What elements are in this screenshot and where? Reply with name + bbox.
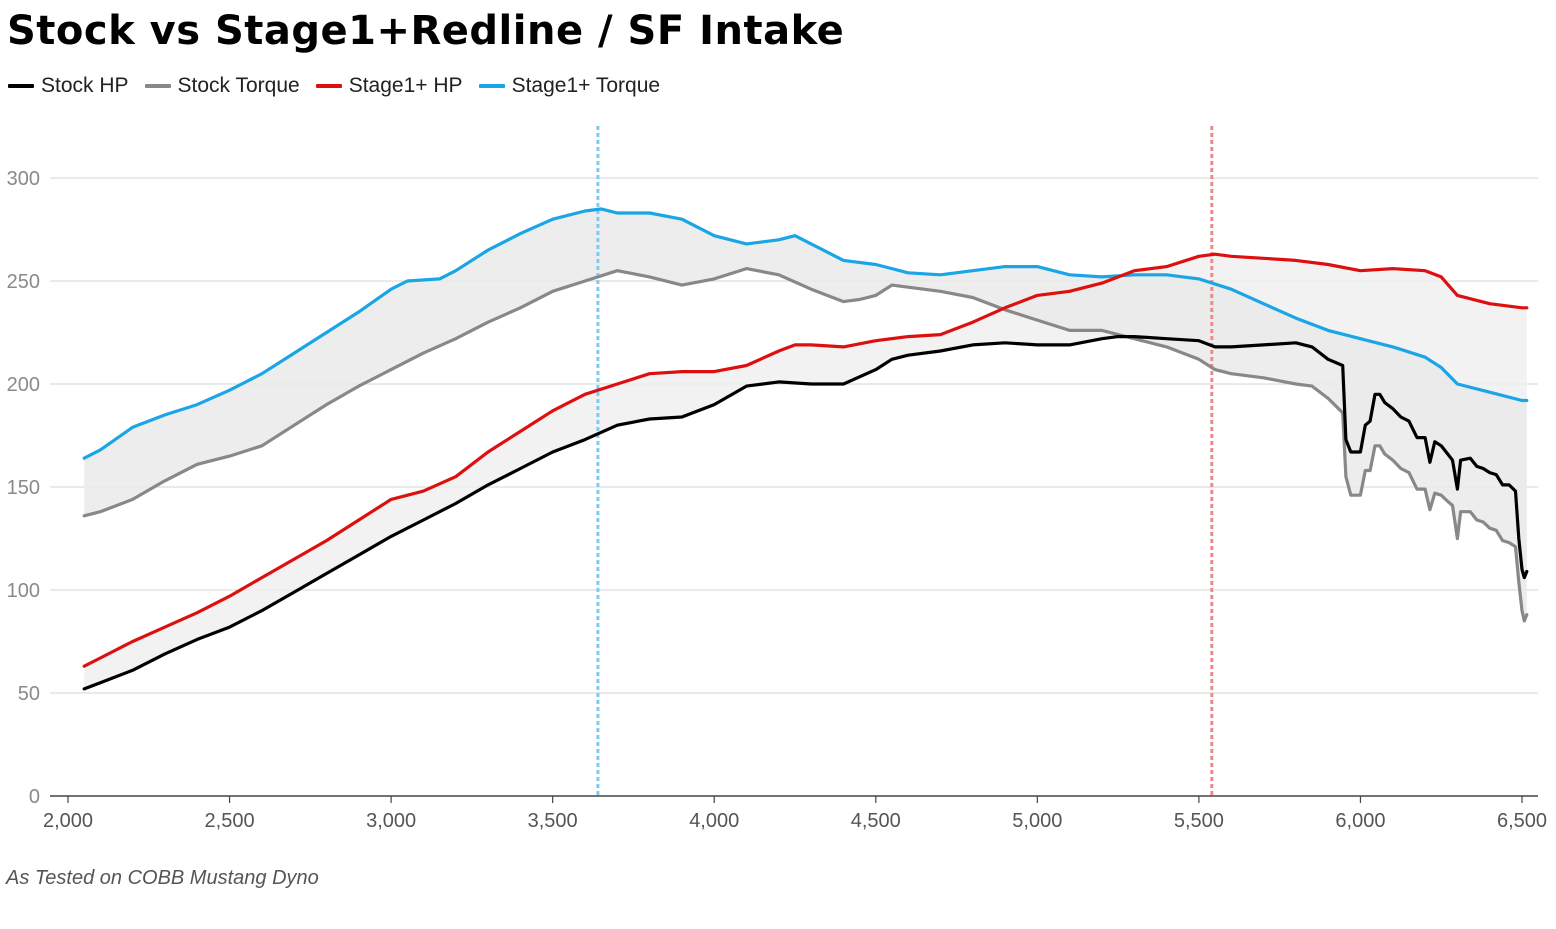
x-tick-label: 3,500 xyxy=(528,810,578,832)
series-line-stock-torque xyxy=(82,267,1529,623)
chart-title: Stock vs Stage1+Redline / SF Intake xyxy=(7,8,845,54)
legend-label: Stage1+ HP xyxy=(348,74,463,97)
x-tick-label: 4,500 xyxy=(851,810,901,832)
y-tick-label: 200 xyxy=(7,374,40,396)
x-tick-label: 5,500 xyxy=(1174,810,1224,832)
legend-item-stage1-hp: Stage1+ HP xyxy=(315,74,463,98)
x-tick-label: 2,500 xyxy=(205,810,255,832)
legend-label: Stage1+ Torque xyxy=(511,74,661,97)
legend-swatch xyxy=(8,84,34,88)
y-tick-label: 100 xyxy=(7,580,40,602)
x-tick-label: 6,000 xyxy=(1335,810,1385,832)
series-line-stock-hp xyxy=(82,335,1529,691)
legend-label: Stock Torque xyxy=(177,74,300,97)
series-line-stage1-torque xyxy=(82,207,1529,460)
legend-swatch xyxy=(144,84,171,88)
x-tick-label: 4,000 xyxy=(689,810,739,832)
series-lines xyxy=(82,207,1529,691)
series-fills xyxy=(84,208,1527,689)
y-tick-label: 150 xyxy=(7,477,40,499)
legend-label: Stock HP xyxy=(41,74,129,97)
y-tick-label: 250 xyxy=(7,271,40,293)
chart-legend: Stock HP Stock Torque Stage1+ HP Stage1+ To… xyxy=(8,74,676,98)
legend-item-stock-hp: Stock HP xyxy=(8,74,129,98)
x-tick-label: 2,000 xyxy=(43,810,93,832)
legend-item-stock-torque: Stock Torque xyxy=(144,74,300,98)
series-line-stage1-hp xyxy=(82,252,1529,668)
legend-swatch xyxy=(315,84,342,88)
fill-band-1 xyxy=(84,254,1527,689)
fill-band-2 xyxy=(84,208,1527,621)
x-tick-label: 6,500 xyxy=(1497,810,1547,832)
axes: 0 50 100 150 200 250 300 2,000 2,500 3,000 3,500 4,… xyxy=(7,168,1547,832)
legend-item-stage1-torque: Stage1+ Torque xyxy=(478,74,661,98)
x-tick-label: 5,000 xyxy=(1012,810,1062,832)
legend-swatch xyxy=(478,84,505,88)
y-tick-label: 300 xyxy=(7,168,40,190)
y-tick-label: 50 xyxy=(18,683,40,705)
chart-footnote: As Tested on COBB Mustang Dyno xyxy=(6,867,319,889)
y-tick-label: 0 xyxy=(29,786,40,808)
x-tick-label: 3,000 xyxy=(366,810,416,832)
